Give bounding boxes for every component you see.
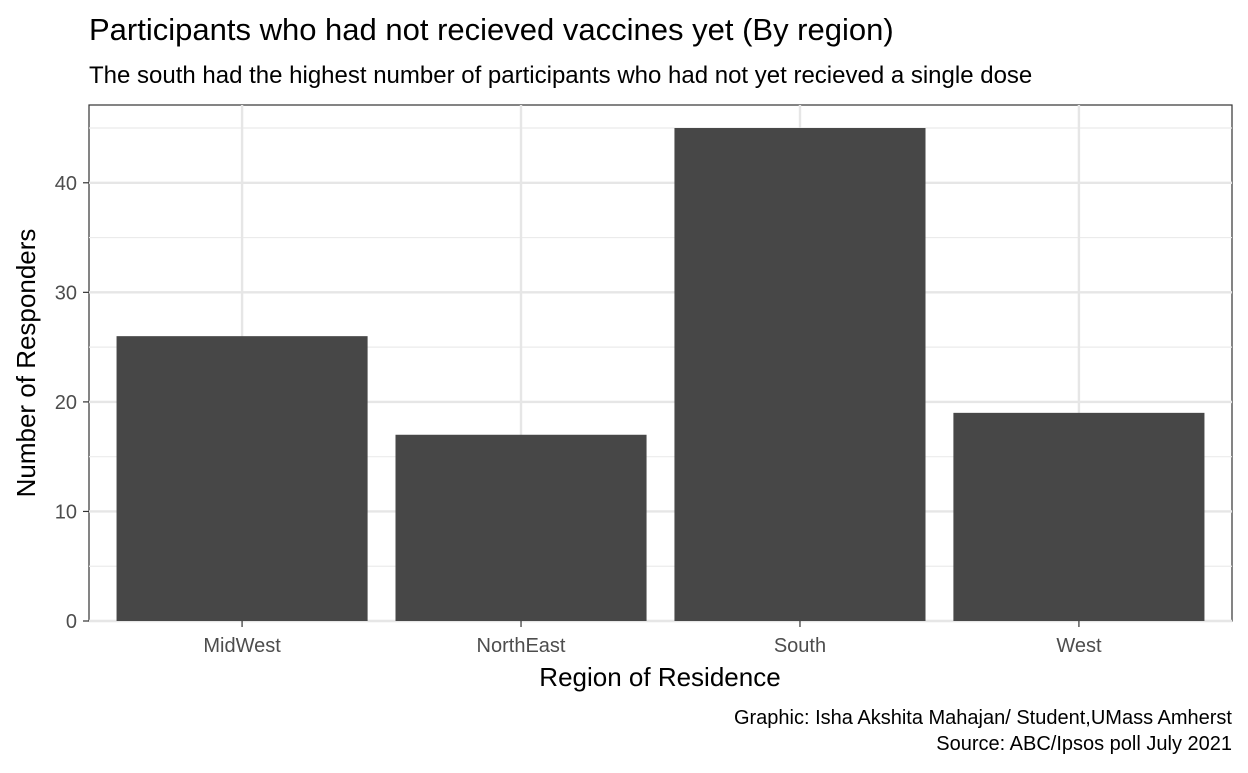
bar-northeast [395, 434, 647, 621]
y-tick-label: 30 [55, 282, 77, 304]
x-axis: MidWest NorthEast South West [203, 621, 1102, 657]
x-tick-label: West [1056, 635, 1102, 657]
x-tick-label: MidWest [203, 635, 281, 657]
chart-title: Participants who had not recieved vaccin… [89, 12, 894, 47]
x-tick-label: South [774, 635, 826, 657]
bar-south [674, 128, 926, 622]
y-tick-label: 40 [55, 173, 77, 195]
bar-midwest [116, 336, 368, 621]
caption-source: Source: ABC/Ipsos poll July 2021 [936, 733, 1232, 755]
bars [116, 128, 1205, 622]
x-axis-title: Region of Residence [539, 662, 780, 692]
y-tick-label: 10 [55, 501, 77, 523]
caption-credit: Graphic: Isha Akshita Mahajan/ Student,U… [734, 707, 1232, 729]
chart-subtitle: The south had the highest number of part… [89, 62, 1032, 89]
bar-west [953, 412, 1205, 621]
y-tick-label: 20 [55, 392, 77, 414]
y-tick-label: 0 [66, 611, 77, 633]
y-axis: 0 10 20 30 40 [55, 173, 89, 633]
x-tick-label: NorthEast [477, 635, 566, 657]
y-axis-title: Number of Responders [11, 229, 41, 498]
